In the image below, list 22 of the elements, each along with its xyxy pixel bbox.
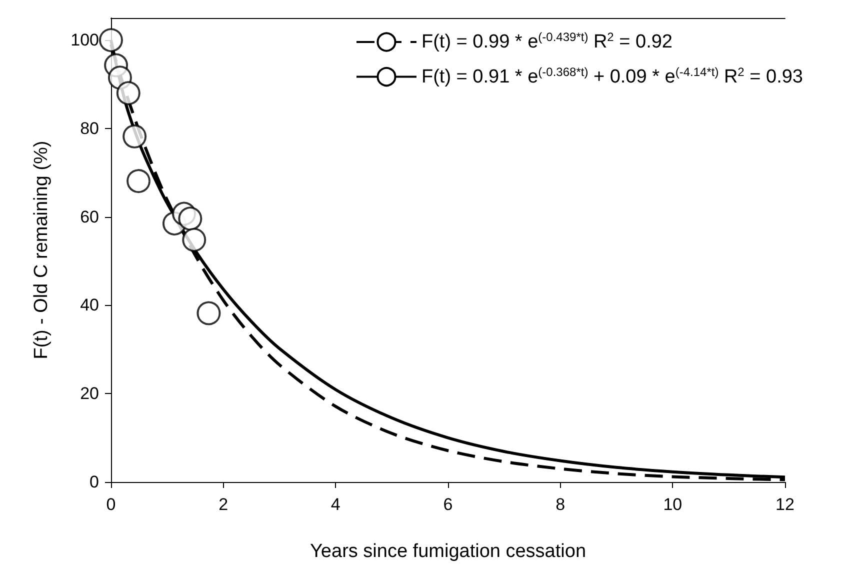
point <box>182 228 206 252</box>
x-tick-label: 12 <box>776 495 794 514</box>
x-tick-label: 6 <box>443 495 453 514</box>
point <box>122 124 147 148</box>
point <box>196 301 221 326</box>
y-tick-label: 0 <box>90 472 99 492</box>
x-tick-label: 0 <box>106 495 116 514</box>
x-axis-title: Years since fumigation cessation <box>310 541 586 562</box>
y-tick-label: 80 <box>80 118 99 138</box>
point <box>178 206 202 231</box>
y-axis-title: F(t) - Old C remaining (%) <box>31 140 52 360</box>
x-tick-label: 8 <box>556 495 566 514</box>
y-tick-label: 100 <box>70 30 99 50</box>
y-tick-label: 60 <box>80 207 99 226</box>
y-tick-label: 20 <box>80 384 99 404</box>
x-tick-label: 2 <box>218 495 228 514</box>
point <box>126 169 151 194</box>
x-tick-label: 4 <box>330 495 340 514</box>
x-tick-label: 10 <box>663 495 682 514</box>
point <box>99 28 123 52</box>
point <box>116 81 140 106</box>
y-tick-label: 40 <box>80 296 99 315</box>
